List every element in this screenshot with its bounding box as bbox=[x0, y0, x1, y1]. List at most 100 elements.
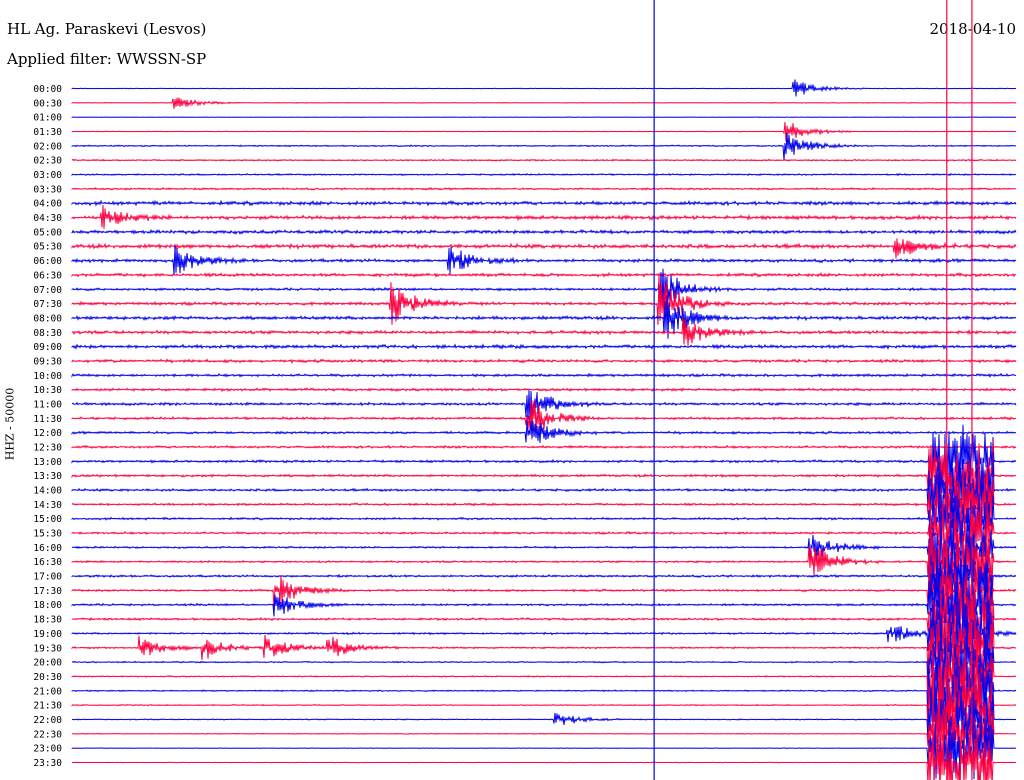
time-label: 05:30 bbox=[33, 242, 62, 253]
time-label-group: 00:00 00:30 01:00 01:30 02:00 02:30 03:00 03:30… bbox=[33, 84, 62, 769]
trace-line bbox=[71, 595, 1017, 671]
trace-line bbox=[71, 295, 1017, 339]
time-label: 01:00 bbox=[33, 113, 62, 124]
time-label: 22:30 bbox=[33, 729, 62, 740]
time-label: 09:30 bbox=[33, 356, 62, 367]
trace-line bbox=[71, 587, 1017, 654]
time-label: 02:30 bbox=[33, 156, 62, 167]
trace-line bbox=[71, 612, 1017, 680]
trace-line bbox=[72, 697, 1017, 767]
time-label: 21:30 bbox=[33, 701, 62, 712]
time-label: 00:30 bbox=[33, 98, 62, 109]
trace-line bbox=[71, 684, 1016, 755]
trace-line bbox=[71, 510, 1017, 582]
trace-line bbox=[71, 469, 1017, 537]
trace-line bbox=[71, 444, 1017, 450]
time-label: 04:30 bbox=[33, 213, 62, 224]
time-label: 17:00 bbox=[33, 572, 62, 583]
time-label: 10:00 bbox=[33, 371, 62, 382]
time-label: 13:00 bbox=[33, 457, 62, 468]
trace-line bbox=[71, 372, 1017, 378]
time-label: 07:30 bbox=[33, 299, 62, 310]
trace-line bbox=[71, 626, 1017, 697]
trace-line bbox=[71, 158, 1017, 162]
time-label: 20:30 bbox=[33, 672, 62, 683]
trace-line bbox=[71, 400, 1017, 440]
time-label: 15:30 bbox=[33, 529, 62, 540]
trace-line bbox=[71, 498, 1017, 570]
time-label: 15:00 bbox=[33, 514, 62, 525]
trace-line bbox=[71, 567, 1017, 640]
trace-line bbox=[71, 228, 1017, 236]
time-label: 20:00 bbox=[33, 658, 62, 669]
trace-line bbox=[71, 245, 1017, 276]
time-label: 19:00 bbox=[33, 629, 62, 640]
time-label: 10:30 bbox=[33, 385, 62, 396]
trace-line bbox=[71, 186, 1017, 191]
trace-line bbox=[71, 268, 1017, 310]
trace-line bbox=[71, 272, 1017, 326]
time-label: 23:00 bbox=[33, 744, 62, 755]
trace-group bbox=[71, 0, 1017, 780]
trace-line bbox=[71, 424, 1017, 499]
trace-line bbox=[71, 172, 1017, 177]
date-label: 2018-04-10 bbox=[929, 20, 1016, 38]
time-label: 21:00 bbox=[33, 686, 62, 697]
time-label: 19:30 bbox=[33, 643, 62, 654]
time-label: 18:30 bbox=[33, 615, 62, 626]
trace-line bbox=[71, 387, 1017, 393]
time-label: 12:30 bbox=[33, 443, 62, 454]
time-label: 13:30 bbox=[33, 471, 62, 482]
time-label: 16:30 bbox=[33, 557, 62, 568]
trace-line bbox=[71, 97, 1017, 109]
trace-line bbox=[71, 204, 1017, 229]
trace-line bbox=[71, 420, 1017, 443]
trace-line bbox=[71, 116, 1017, 119]
time-label: 02:00 bbox=[33, 141, 62, 152]
trace-line bbox=[71, 715, 1017, 780]
trace-line bbox=[71, 132, 1017, 161]
time-label: 08:00 bbox=[33, 313, 62, 324]
time-label: 23:30 bbox=[33, 758, 62, 769]
station-title: HL Ag. Paraskevi (Lesvos) bbox=[7, 20, 207, 38]
time-label: 18:00 bbox=[33, 600, 62, 611]
trace-line bbox=[71, 390, 1017, 422]
trace-line bbox=[71, 79, 1017, 97]
time-label: 16:00 bbox=[33, 543, 62, 554]
time-label: 14:30 bbox=[33, 500, 62, 511]
time-label: 08:30 bbox=[33, 328, 62, 339]
time-label: 01:30 bbox=[33, 127, 62, 138]
trace-line bbox=[71, 543, 1017, 607]
trace-line bbox=[71, 121, 1017, 142]
time-label: 12:00 bbox=[33, 428, 62, 439]
time-label: 03:30 bbox=[33, 184, 62, 195]
filter-label: Applied filter: WWSSN-SP bbox=[7, 50, 207, 68]
time-label: 06:00 bbox=[33, 256, 62, 267]
time-label: 04:00 bbox=[33, 199, 62, 210]
time-label: 06:30 bbox=[33, 270, 62, 281]
time-label: 07:00 bbox=[33, 285, 62, 296]
trace-line bbox=[71, 271, 1017, 279]
trace-line bbox=[71, 358, 1017, 364]
time-label: 00:00 bbox=[33, 84, 62, 95]
trace-line bbox=[71, 530, 1017, 596]
trace-line bbox=[71, 560, 1017, 624]
time-label: 03:00 bbox=[33, 170, 62, 181]
time-label: 11:30 bbox=[33, 414, 62, 425]
trace-line bbox=[71, 452, 1017, 526]
time-label: 11:00 bbox=[33, 399, 62, 410]
time-label: 22:00 bbox=[33, 715, 62, 726]
trace-line bbox=[71, 199, 1017, 207]
trace-line bbox=[72, 729, 1017, 780]
trace-line bbox=[71, 638, 1017, 716]
trace-line bbox=[71, 485, 1017, 558]
trace-line bbox=[71, 657, 1017, 729]
time-label: 17:30 bbox=[33, 586, 62, 597]
time-label: 09:00 bbox=[33, 342, 62, 353]
trace-line bbox=[71, 317, 1017, 347]
trace-line bbox=[71, 343, 1017, 351]
time-label: 14:00 bbox=[33, 486, 62, 497]
trace-line bbox=[71, 238, 1017, 259]
trace-line bbox=[71, 440, 1017, 511]
